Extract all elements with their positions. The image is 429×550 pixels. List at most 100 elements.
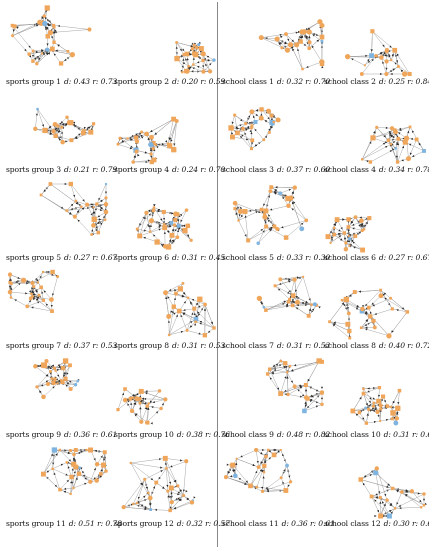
node-circle bbox=[375, 409, 380, 415]
network-edge bbox=[376, 127, 389, 141]
node-circle bbox=[366, 305, 371, 310]
network-edge bbox=[225, 458, 237, 478]
edge-arrowhead bbox=[160, 218, 163, 221]
density-value: d: 0.33 bbox=[276, 253, 303, 262]
node-circle bbox=[279, 476, 283, 480]
panel-caption: sports group 4 d: 0.24 r: 0.70 bbox=[114, 165, 225, 175]
edge-arrowhead bbox=[330, 230, 333, 234]
edge-arrowhead bbox=[271, 372, 274, 375]
edge-arrowhead bbox=[377, 509, 380, 513]
edge-arrowhead bbox=[190, 321, 193, 324]
edge-arrowhead bbox=[301, 301, 304, 305]
edge-arrowhead bbox=[332, 324, 336, 327]
edge-arrowhead bbox=[412, 130, 415, 133]
edge-arrowhead bbox=[54, 31, 57, 34]
edge-arrowhead bbox=[143, 216, 146, 220]
r-value: r: 0.67 bbox=[407, 253, 429, 262]
edge-arrowhead bbox=[57, 24, 60, 28]
edge-arrowhead bbox=[297, 48, 300, 52]
node-circle bbox=[52, 121, 58, 127]
edge-arrowhead bbox=[91, 229, 94, 232]
network-edge bbox=[146, 408, 162, 423]
edge-arrowhead bbox=[347, 229, 350, 232]
edge-arrowhead bbox=[398, 127, 402, 130]
edge-arrowhead bbox=[191, 312, 194, 315]
network-edge bbox=[70, 183, 88, 205]
node-circle bbox=[359, 218, 364, 224]
edge-arrowhead bbox=[130, 145, 133, 148]
panel-label: school class 3 bbox=[222, 165, 274, 174]
edge-arrowhead bbox=[365, 328, 368, 331]
edge-arrowhead bbox=[207, 59, 211, 62]
network-edge bbox=[65, 365, 71, 379]
edge-arrowhead bbox=[204, 57, 207, 60]
panel-label: sports group 11 bbox=[6, 519, 66, 528]
node-square bbox=[268, 131, 271, 134]
node-square bbox=[360, 247, 366, 253]
network-edge bbox=[144, 468, 167, 480]
node-square bbox=[364, 421, 369, 425]
edge-arrowhead bbox=[280, 36, 283, 39]
edge-arrowhead bbox=[305, 36, 308, 40]
node-circle bbox=[72, 486, 75, 490]
edge-arrowhead bbox=[49, 372, 52, 375]
edge-arrowhead bbox=[369, 403, 372, 406]
network-edge bbox=[262, 477, 282, 492]
panel-label: school class 5 bbox=[222, 253, 274, 262]
edge-arrowhead bbox=[141, 482, 144, 486]
edge-arrowhead bbox=[330, 236, 334, 239]
node-square bbox=[250, 138, 255, 143]
node-circle bbox=[207, 69, 213, 74]
node-circle bbox=[104, 196, 108, 200]
node-square bbox=[8, 280, 12, 285]
edge-arrowhead bbox=[383, 503, 386, 507]
network-edge bbox=[36, 49, 52, 64]
node-square bbox=[263, 212, 266, 216]
edge-arrowhead bbox=[41, 291, 44, 294]
edge-arrowhead bbox=[168, 481, 172, 485]
edge-arrowhead bbox=[295, 307, 299, 310]
edge-arrowhead bbox=[278, 288, 281, 291]
edge-arrowhead bbox=[392, 68, 395, 71]
panel-label: school class 4 bbox=[324, 165, 376, 174]
edge-arrowhead bbox=[130, 402, 133, 405]
network-edge bbox=[368, 307, 374, 322]
density-value: d: 0.32 bbox=[276, 77, 303, 86]
panel-label: school class 2 bbox=[324, 77, 376, 86]
edge-arrowhead bbox=[377, 414, 380, 418]
node-square bbox=[346, 217, 351, 222]
network-edge bbox=[131, 410, 142, 422]
node-square bbox=[66, 49, 70, 53]
edge-arrowhead bbox=[287, 484, 290, 487]
edge-arrowhead bbox=[396, 142, 399, 145]
node-square bbox=[271, 123, 274, 126]
edge-arrowhead bbox=[392, 135, 395, 139]
node-square bbox=[283, 488, 289, 493]
network-edge bbox=[352, 405, 374, 412]
node-square bbox=[54, 369, 57, 372]
network-edge bbox=[237, 132, 253, 141]
node-square bbox=[53, 133, 58, 138]
node-circle bbox=[262, 138, 266, 142]
edge-arrowhead bbox=[284, 376, 287, 379]
edge-arrowhead bbox=[308, 298, 311, 301]
node-square bbox=[147, 491, 150, 495]
edge-arrowhead bbox=[84, 477, 88, 480]
edge-arrowhead bbox=[68, 380, 72, 383]
edge-layer bbox=[360, 468, 427, 518]
network-edge bbox=[397, 390, 400, 409]
node-square bbox=[390, 307, 394, 311]
density-value: d: 0.36 bbox=[63, 430, 91, 439]
edge-arrowhead bbox=[153, 204, 156, 207]
edge-arrowhead bbox=[288, 475, 291, 478]
density-value: d: 0.37 bbox=[63, 341, 91, 350]
node-circle bbox=[116, 142, 120, 146]
node-square bbox=[186, 296, 190, 299]
edge-arrowhead bbox=[385, 418, 389, 422]
edge-arrowhead bbox=[389, 150, 393, 153]
network-edge bbox=[375, 472, 393, 489]
node-square bbox=[73, 464, 79, 470]
network-edge bbox=[269, 365, 290, 370]
node-square bbox=[63, 376, 68, 381]
edge-arrowhead bbox=[304, 404, 308, 408]
